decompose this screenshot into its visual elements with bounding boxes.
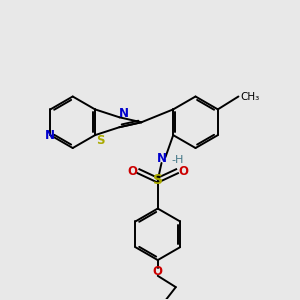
Text: S: S <box>153 173 163 187</box>
Text: O: O <box>128 165 137 178</box>
Text: N: N <box>157 152 166 164</box>
Text: S: S <box>96 134 104 147</box>
Text: O: O <box>178 165 188 178</box>
Text: N: N <box>44 129 54 142</box>
Text: N: N <box>118 107 128 120</box>
Text: O: O <box>153 266 163 278</box>
Text: CH₃: CH₃ <box>240 92 260 101</box>
Text: -H: -H <box>171 155 184 165</box>
